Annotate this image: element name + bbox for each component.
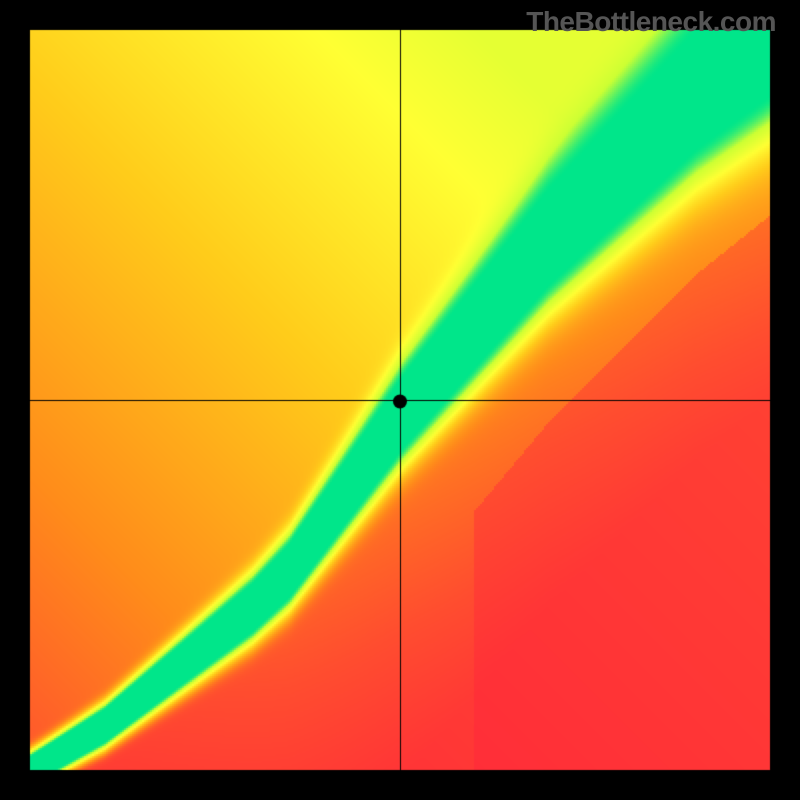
bottleneck-heatmap	[0, 0, 800, 800]
watermark-text: TheBottleneck.com	[526, 6, 776, 38]
